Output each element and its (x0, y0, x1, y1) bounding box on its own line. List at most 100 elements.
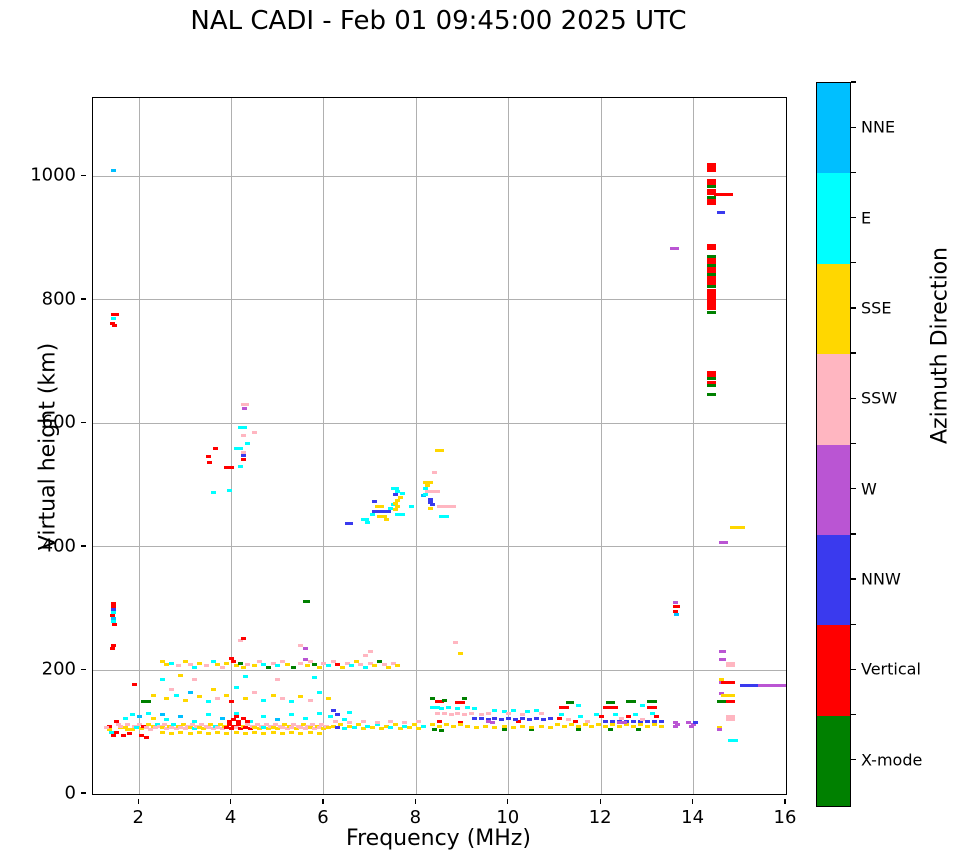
x-tick-label: 12 (588, 807, 612, 828)
colorbar-segment-e (817, 173, 850, 264)
colorbar-category-label: E (861, 208, 872, 228)
data-point (478, 717, 484, 721)
data-point (610, 701, 616, 705)
data-point (243, 403, 249, 407)
colorbar-category-label: SSE (861, 298, 892, 318)
colorbar-segment-vertical (817, 625, 850, 716)
data-point (501, 724, 507, 728)
data-point (104, 725, 110, 729)
data-point (374, 721, 380, 725)
x-tick-label: 16 (773, 807, 797, 828)
data-point (631, 724, 637, 728)
data-point (437, 724, 442, 728)
data-point (710, 310, 716, 314)
data-point (710, 168, 716, 172)
data-point (538, 712, 544, 716)
data-point (125, 723, 131, 727)
data-point (674, 722, 680, 726)
data-point (725, 664, 731, 668)
x-tick-mark (322, 799, 324, 804)
x-tick-label: 4 (224, 807, 237, 828)
data-point (110, 644, 116, 648)
data-point (446, 706, 452, 710)
data-point (520, 717, 526, 721)
data-point (305, 664, 311, 668)
data-point (233, 730, 239, 734)
data-point (443, 514, 449, 518)
data-point (270, 725, 276, 729)
data-point (293, 727, 299, 731)
data-point (506, 717, 512, 721)
data-point (307, 730, 313, 734)
data-point (589, 724, 595, 728)
data-point (710, 244, 716, 248)
data-point (710, 294, 716, 298)
data-point (432, 727, 438, 731)
x-tick-label: 2 (132, 807, 144, 828)
data-point (707, 291, 713, 295)
data-point (730, 661, 736, 665)
colorbar-segment-ssw (817, 354, 850, 445)
data-point (159, 725, 165, 729)
data-point (439, 448, 445, 452)
data-point (247, 727, 253, 731)
data-point (279, 731, 285, 735)
data-point (707, 384, 713, 388)
data-point (707, 279, 713, 283)
data-point (178, 725, 184, 729)
data-point (321, 727, 327, 731)
data-point (483, 724, 489, 728)
data-point (710, 273, 716, 277)
data-point (710, 165, 716, 169)
grid-line-horizontal (93, 422, 786, 424)
colorbar-boundary-tick (851, 352, 856, 354)
data-point (450, 505, 456, 509)
data-point (730, 718, 736, 722)
y-tick-label: 200 (41, 658, 76, 680)
data-point (430, 489, 436, 493)
data-point (393, 723, 399, 727)
data-point (238, 465, 244, 469)
data-point (252, 690, 258, 694)
colorbar-center-tick (851, 397, 856, 399)
data-point (647, 706, 653, 710)
data-point (339, 665, 345, 669)
data-point (457, 723, 463, 727)
data-point (767, 684, 773, 688)
data-point (710, 162, 716, 166)
data-point (448, 713, 454, 717)
data-point (187, 731, 193, 735)
data-point (238, 661, 244, 665)
y-tick-mark (81, 668, 86, 671)
data-point (145, 712, 151, 716)
data-point (261, 725, 267, 729)
data-point (710, 260, 716, 264)
data-point (707, 185, 713, 189)
data-point (651, 706, 657, 710)
data-point (291, 665, 297, 669)
data-point (208, 723, 214, 727)
data-point (106, 727, 112, 731)
data-point (159, 713, 165, 717)
grid-line-vertical (600, 98, 602, 794)
data-point (559, 706, 565, 710)
data-point (390, 661, 396, 665)
data-point (215, 725, 221, 729)
data-point (561, 724, 567, 728)
data-point (434, 712, 440, 716)
colorbar-category-label: SSW (861, 388, 898, 408)
data-point (386, 665, 392, 669)
data-point (670, 246, 676, 250)
data-point (270, 730, 276, 734)
data-point (143, 735, 149, 739)
data-point (342, 718, 348, 722)
data-point (529, 728, 535, 732)
data-point (291, 723, 297, 727)
data-point (298, 725, 304, 729)
data-point (182, 698, 188, 702)
data-point (534, 717, 540, 721)
data-point (346, 724, 352, 728)
data-point (226, 719, 232, 723)
data-point (381, 514, 387, 518)
